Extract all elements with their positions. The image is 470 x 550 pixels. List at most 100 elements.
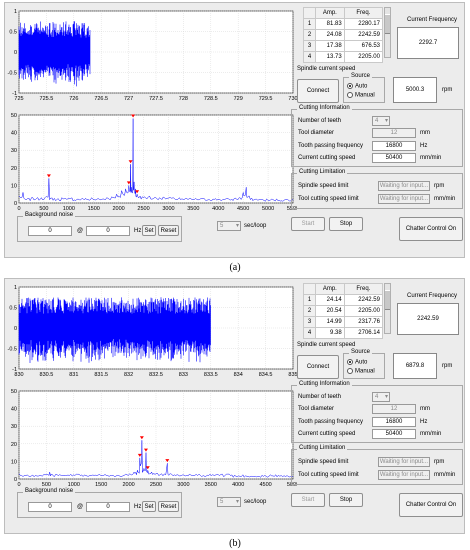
loop-unit: sec/loop	[244, 499, 267, 505]
set-button[interactable]: Set	[142, 501, 156, 512]
start-button[interactable]: Start	[291, 493, 325, 507]
source-manual-label: Manual	[355, 92, 375, 99]
y-tick-label: -0.5	[8, 347, 17, 353]
y-tick-label: 1	[14, 9, 17, 15]
x-tick-label: 833.5	[204, 372, 218, 378]
table-row[interactable]: 2 20.54 2205.00	[303, 305, 384, 317]
stop-button[interactable]: Stop	[329, 493, 363, 507]
table-row[interactable]: 1 81.83 2280.17	[303, 18, 384, 30]
y-tick-label: -0.5	[8, 71, 17, 77]
speed-unit: rpm	[442, 87, 453, 93]
scrollbar-thumb[interactable]	[385, 14, 390, 34]
reset-button[interactable]: Reset	[158, 225, 179, 236]
diameter-unit: mm	[420, 130, 430, 136]
spindle-speed-display: 6879.8	[393, 353, 437, 379]
cutting-speed-label: Current cutting speed	[298, 431, 356, 437]
amp-cell: 13.73	[314, 51, 345, 63]
reset-button[interactable]: Reset	[158, 501, 179, 512]
noise-amplitude-field[interactable]: 0	[28, 226, 72, 236]
tooth-frequency-label: Tooth passing frequency	[298, 143, 364, 149]
noise-frequency-field[interactable]: 0	[86, 502, 130, 512]
chatter-control-button[interactable]: Chatter Control On	[399, 493, 463, 517]
loop-select[interactable]: 5 ▾	[217, 497, 241, 507]
diameter-field[interactable]: 12	[372, 404, 416, 414]
dropdown-arrow-icon: ▾	[235, 499, 239, 505]
teeth-value: 4	[375, 118, 379, 124]
spindle-speed-label: Spindle current speed	[297, 66, 356, 72]
loop-unit: sec/loop	[244, 223, 267, 229]
x-tick-label: 834	[234, 372, 243, 378]
loop-select[interactable]: 5 ▾	[217, 221, 241, 231]
teeth-select[interactable]: 4 ▾	[372, 392, 390, 402]
noise-amplitude-field[interactable]: 0	[28, 502, 72, 512]
current-frequency-value: 2242.59	[417, 316, 439, 322]
cutting-limitation-title: Cutting Limitation	[297, 169, 348, 175]
set-button[interactable]: Set	[142, 225, 156, 236]
x-tick-label: 832.5	[149, 372, 163, 378]
table-row[interactable]: 3 17.38 676.53	[303, 40, 384, 52]
table-scrollbar[interactable]	[384, 7, 391, 58]
background-noise-group: Background noise 0 @ 0 Hz Set Reset	[17, 488, 182, 518]
x-tick-label: 726.5	[94, 96, 108, 102]
table-row[interactable]: 4 13.73 2205.00	[303, 51, 384, 63]
y-tick-label: 0	[14, 326, 17, 332]
x-tick-label: 2000	[122, 482, 134, 488]
tooth-frequency-field[interactable]: 16800	[372, 141, 416, 151]
tooth-frequency-field[interactable]: 16800	[372, 417, 416, 427]
spindle-limit-field[interactable]: Waiting for input...	[378, 457, 430, 467]
teeth-select[interactable]: 4 ▾	[372, 116, 390, 126]
x-tick-label: 500	[42, 482, 51, 488]
tool-limit-field[interactable]: Waiting for input...	[378, 194, 430, 204]
tooth-frequency-unit: Hz	[420, 419, 428, 425]
table-row[interactable]: 4 9.38 2706.14	[303, 327, 384, 339]
freq-cell: 2205.00	[343, 51, 384, 63]
source-title: Source	[349, 73, 373, 79]
source-title: Source	[349, 349, 373, 355]
diameter-field[interactable]: 12	[372, 128, 416, 138]
connect-button[interactable]: Connect	[297, 355, 339, 379]
cutting-speed-field[interactable]: 50400	[372, 153, 416, 163]
spindle-limit-field[interactable]: Waiting for input...	[378, 181, 430, 191]
current-frequency-value: 2292.7	[418, 40, 438, 46]
current-frequency-label: Current Frequency	[407, 17, 458, 23]
freq-cell: 676.53	[343, 40, 384, 52]
radio-selected-icon	[347, 83, 353, 89]
x-tick-label: 3000	[177, 482, 189, 488]
table-scrollbar[interactable]	[384, 283, 391, 334]
table-row[interactable]: 1 24.14 2242.59	[303, 294, 384, 306]
background-noise-title: Background noise	[23, 212, 76, 218]
spindle-speed-display: 5000.3	[393, 77, 437, 103]
connect-button[interactable]: Connect	[297, 79, 339, 103]
cutting-info-title: Cutting Information	[297, 105, 352, 111]
peak-marker	[139, 436, 144, 440]
table-row[interactable]: 2 24.08 2242.59	[303, 29, 384, 41]
x-tick-label: 3000	[162, 206, 174, 212]
x-tick-label: 726	[69, 96, 78, 102]
freq-cell: 2280.17	[343, 18, 384, 30]
stop-button[interactable]: Stop	[329, 217, 363, 231]
tooth-frequency-label: Tooth passing frequency	[298, 419, 364, 425]
scrollbar-thumb[interactable]	[385, 290, 390, 310]
chatter-control-button[interactable]: Chatter Control On	[399, 217, 463, 241]
cutting-speed-field[interactable]: 50400	[372, 429, 416, 439]
table-header-freq: Freq.	[343, 283, 384, 295]
x-tick-label: 727	[124, 96, 133, 102]
start-button[interactable]: Start	[291, 217, 325, 231]
noise-frequency-field[interactable]: 0	[86, 226, 130, 236]
x-tick-label: 727.5	[149, 96, 163, 102]
freq-cell: 2242.59	[343, 29, 384, 41]
plot-area	[18, 114, 294, 204]
tool-limit-field[interactable]: Waiting for input...	[378, 470, 430, 480]
source-auto-radio[interactable]: Auto	[347, 83, 367, 90]
amp-cell: 9.38	[314, 327, 345, 339]
source-manual-radio[interactable]: Manual	[347, 92, 375, 99]
y-tick-label: 50	[11, 389, 17, 395]
x-tick-label: 725.5	[40, 96, 54, 102]
y-tick-label: 0.5	[9, 306, 17, 312]
x-tick-label: 1500	[95, 482, 107, 488]
source-auto-radio[interactable]: Auto	[347, 359, 367, 366]
source-manual-radio[interactable]: Manual	[347, 368, 375, 375]
table-row[interactable]: 3 14.99 2317.76	[303, 316, 384, 328]
